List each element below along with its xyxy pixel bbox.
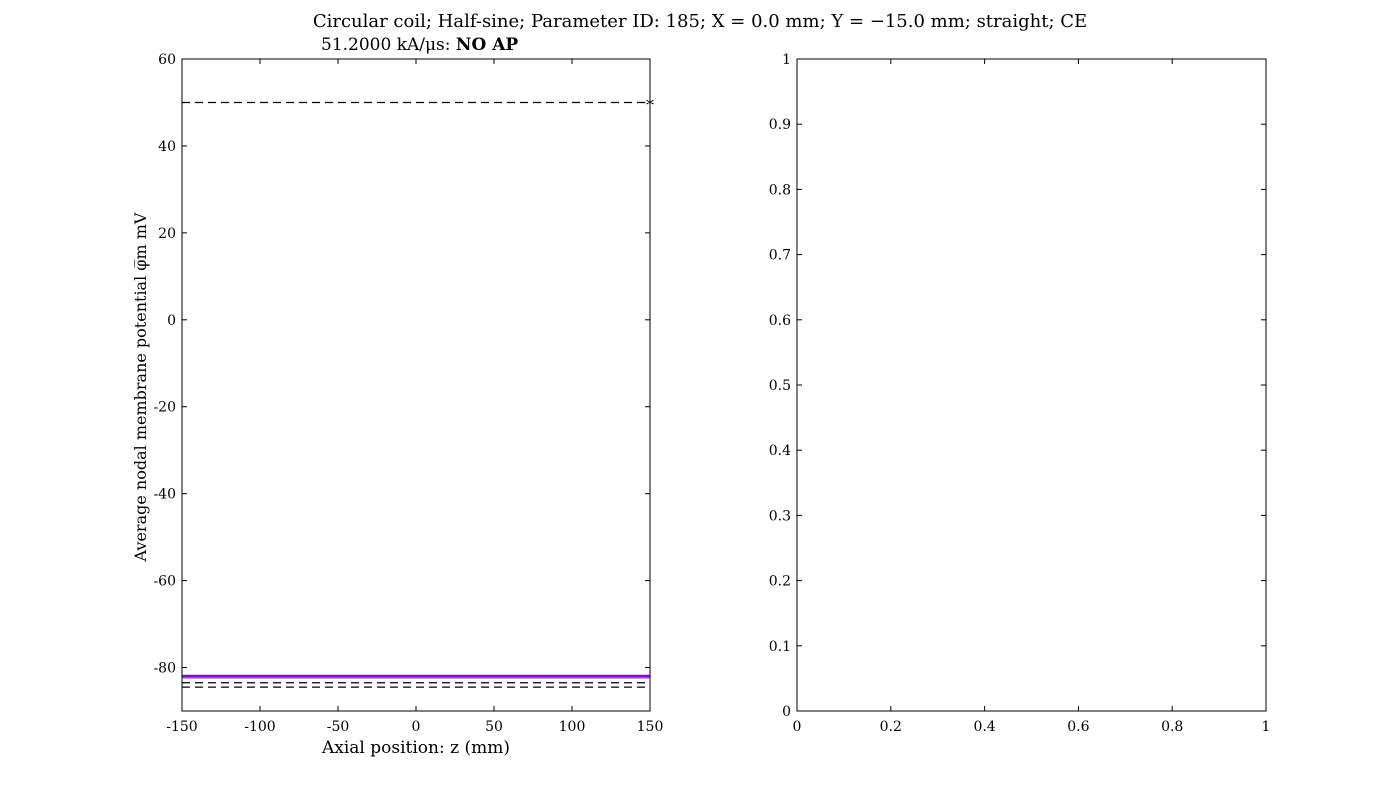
x-tick-label-0-2: -50	[327, 719, 350, 735]
x-tick-label-1-1: 0.2	[880, 719, 902, 735]
x-tick-label-1-0: 0	[793, 719, 802, 735]
left-subplot-title: 51.2000 kA/μs: NO AP	[321, 35, 518, 55]
x-tick-label-1-2: 0.4	[973, 719, 995, 735]
x-tick-label-0-0: -150	[166, 719, 197, 735]
axes-frame-1	[796, 58, 1267, 712]
axes-frame-0	[181, 58, 651, 712]
x-tick-label-1-5: 1	[1262, 719, 1271, 735]
x-tick-label-1-3: 0.6	[1067, 719, 1089, 735]
figure-title: Circular coil; Half-sine; Parameter ID: …	[312, 11, 1088, 32]
x-tick-label-0-5: 100	[559, 719, 586, 735]
y-axis-label-0: Average nodal membrane potential φ̅m mV	[131, 212, 150, 562]
x-tick-label-0-1: -100	[244, 719, 275, 735]
x-tick-label-0-4: 50	[485, 719, 503, 735]
x-axis-label-0: Axial position: z (mm)	[321, 738, 510, 758]
y-tick-label-1-0: 0	[782, 704, 791, 720]
y-tick-label-1-7: 0.7	[769, 248, 791, 264]
y-tick-label-0-1: -60	[153, 574, 176, 590]
y-tick-label-0-0: -80	[153, 661, 176, 677]
x-tick-label-1-4: 0.8	[1161, 719, 1183, 735]
y-tick-label-1-9: 0.9	[769, 117, 791, 133]
y-tick-label-1-5: 0.5	[769, 378, 791, 394]
y-tick-label-0-7: 60	[158, 52, 176, 68]
y-tick-label-1-10: 1	[782, 52, 791, 68]
x-tick-label-0-6: 150	[637, 719, 664, 735]
y-tick-label-0-2: -40	[153, 487, 176, 503]
subtitle-status: NO AP	[455, 35, 519, 55]
y-tick-label-1-8: 0.8	[769, 182, 791, 198]
y-tick-label-1-6: 0.6	[769, 313, 791, 329]
y-tick-label-0-4: 0	[167, 313, 176, 329]
y-tick-label-0-6: 40	[158, 139, 176, 155]
y-tick-label-1-2: 0.2	[769, 574, 791, 590]
y-tick-label-1-1: 0.1	[769, 639, 791, 655]
subtitle-value: 51.2000 kA/μs:	[321, 35, 451, 55]
y-tick-label-1-4: 0.4	[769, 443, 791, 459]
y-tick-label-0-5: 20	[158, 226, 176, 242]
x-tick-label-0-3: 0	[412, 719, 421, 735]
y-tick-label-1-3: 0.3	[769, 508, 791, 524]
y-tick-label-0-3: -20	[153, 400, 176, 416]
